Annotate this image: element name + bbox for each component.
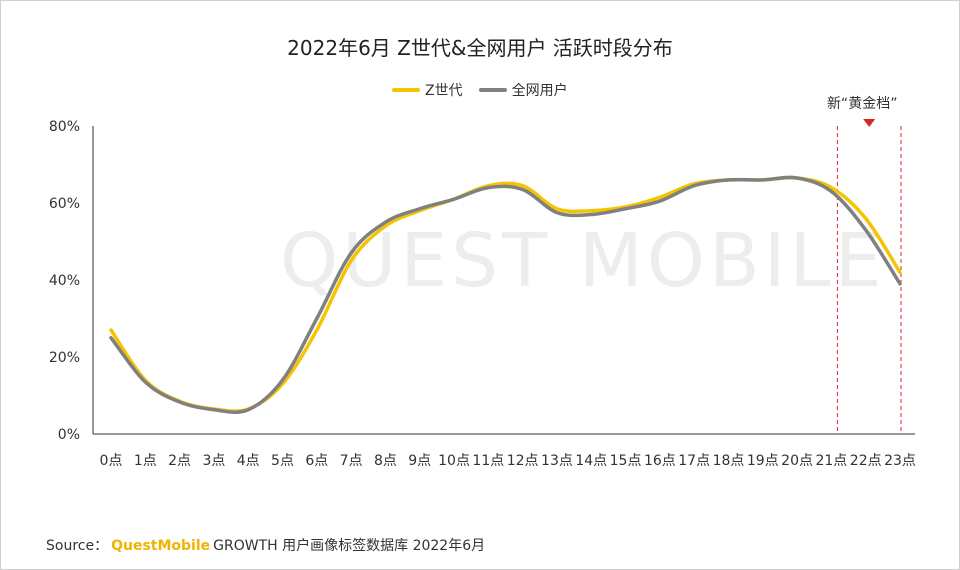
x-tick-label: 3点: [202, 453, 225, 469]
x-tick-label: 19点: [747, 453, 779, 469]
series-line-all-users: [109, 175, 902, 415]
series-line-z-generation: [109, 175, 902, 413]
legend-swatch-all-users: [478, 88, 507, 92]
x-tick-label: 5点: [271, 453, 294, 469]
source-prefix: Source：: [46, 538, 109, 554]
y-tick-label: 60%: [49, 196, 80, 212]
x-tick-label: 17点: [678, 453, 710, 469]
x-tick-label: 6点: [305, 453, 328, 469]
legend-item-z-generation: Z世代: [392, 80, 463, 100]
x-tick-label: 4点: [237, 453, 260, 469]
y-tick-label: 0%: [58, 427, 80, 443]
x-tick-label: 11点: [472, 453, 504, 469]
x-tick-label: 14点: [575, 453, 607, 469]
x-tick-label: 20点: [781, 453, 813, 469]
x-tick-label: 9点: [408, 453, 431, 469]
x-tick-label: 18点: [713, 453, 745, 469]
x-tick-label: 8点: [374, 453, 397, 469]
legend-label-z-generation: Z世代: [425, 83, 463, 99]
x-tick-label: 15点: [610, 453, 642, 469]
x-tick-label: 10点: [438, 453, 470, 469]
y-tick-label: 80%: [49, 119, 80, 135]
legend-label-all-users: 全网用户: [511, 83, 568, 99]
x-tick-label: 7点: [340, 453, 363, 469]
annotation-marker: [863, 119, 876, 127]
x-tick-label: 23点: [884, 453, 916, 469]
x-tick-label: 22点: [850, 453, 882, 469]
source-suffix: GROWTH 用户画像标签数据库 2022年6月: [213, 538, 486, 554]
legend-item-all-users: 全网用户: [478, 80, 568, 100]
x-tick-label: 2点: [168, 453, 191, 469]
legend: Z世代 全网用户: [392, 80, 584, 100]
y-tick-label: 20%: [49, 350, 80, 366]
x-tick-label: 21点: [815, 453, 847, 469]
source-line: Source： QuestMobile GROWTH 用户画像标签数据库 202…: [46, 535, 485, 555]
y-tick-label: 40%: [49, 273, 80, 289]
legend-swatch-z-generation: [392, 88, 420, 92]
x-tick-label: 13点: [541, 453, 573, 469]
annotation-label: 新“黄金档”: [827, 95, 898, 112]
watermark: QUEST MOBILE: [280, 218, 886, 304]
x-tick-label: 12点: [507, 453, 539, 469]
x-tick-label: 0点: [100, 453, 123, 469]
x-tick-label: 16点: [644, 453, 676, 469]
x-tick-label: 1点: [134, 453, 157, 469]
source-brand: QuestMobile: [111, 538, 211, 554]
chart-title: 2022年6月 Z世代&全网用户 活跃时段分布: [287, 36, 673, 60]
